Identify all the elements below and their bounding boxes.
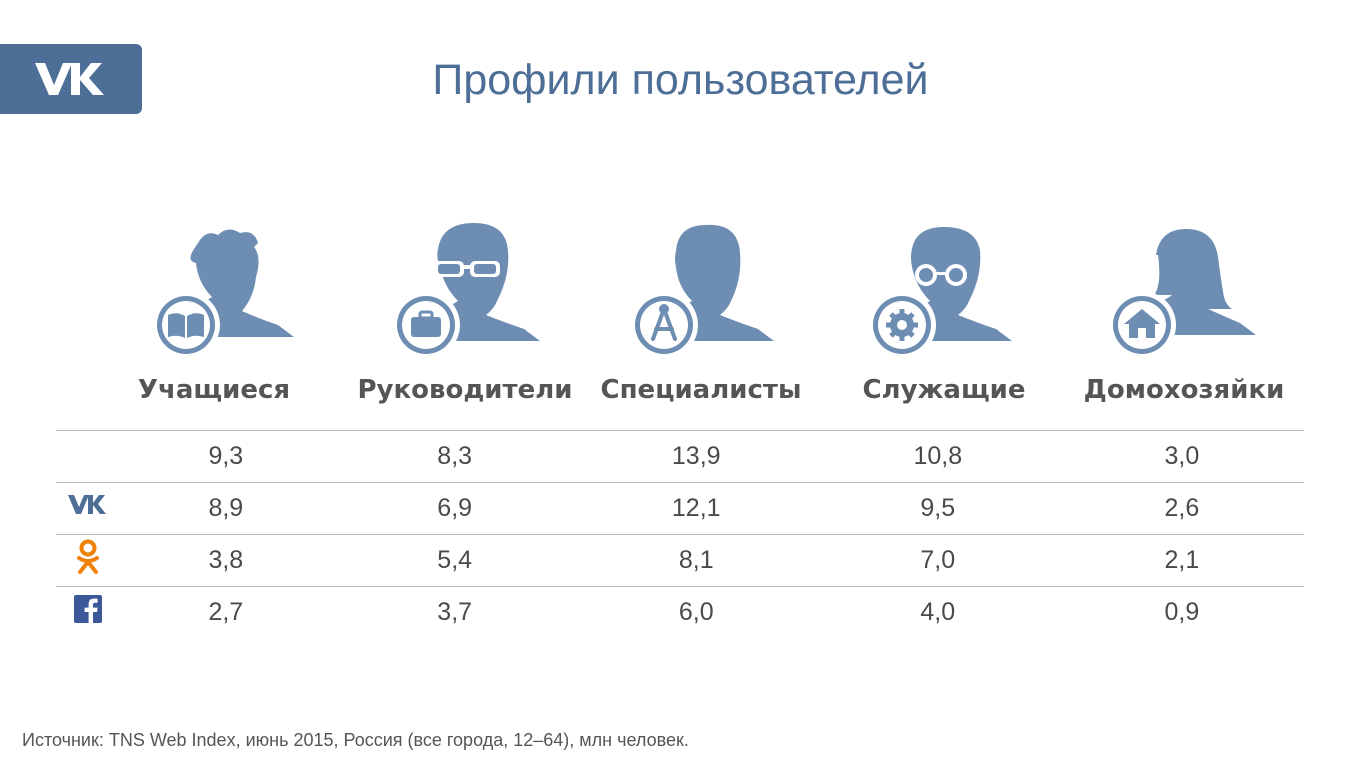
table-row: 2,7 3,7 6,0 4,0 0,9 [56,586,1304,639]
table-cell: 4,0 [920,598,956,627]
table-cell: 9,3 [208,442,244,470]
table-cell: 8,1 [678,546,714,574]
table-cell: 0,9 [1164,598,1200,627]
page-title: Профили пользователей [432,56,929,104]
profile-housewives: Домохозяйки [1070,215,1300,415]
table-cell: 8,9 [208,494,244,522]
table-row: 3,8 5,4 8,1 7,0 2,1 [56,534,1304,587]
profile-label: Домохозяйки [1083,375,1285,405]
source-note: Источник: TNS Web Index, июнь 2015, Росс… [22,730,689,750]
gear-icon [886,309,918,341]
table-cell: 2,7 [208,598,244,627]
briefcase-icon [411,310,441,337]
table-cell: 13,9 [671,442,721,470]
table-cell: 2,1 [1164,546,1200,574]
profile-employees: Служащие [830,215,1060,415]
table-cell: 7,0 [920,546,956,574]
network-icon-cell [56,535,119,587]
book-icon [168,313,204,338]
table-cell: 3,0 [1164,442,1200,470]
table-cell: 2,6 [1164,494,1200,522]
profile-label: Учащиеся [137,375,291,405]
house-icon [1124,309,1160,338]
table-cell: 9,5 [920,494,956,522]
profile-label: Руководители [357,375,573,405]
table-row: 9,3 8,3 13,9 10,8 3,0 [56,430,1304,483]
table-cell: 5,4 [437,546,473,574]
table-cell: 3,7 [437,598,473,627]
profile-managers: Руководители [350,215,580,415]
network-icon-cell [56,431,119,483]
table-row: 8,9 6,9 12,1 9,5 2,6 [56,482,1304,535]
odnoklassniki-icon [76,539,99,574]
audience-table: 9,3 8,3 13,9 10,8 3,0 8,9 6,9 12,1 9,5 2… [56,430,1304,639]
specialist-avatar-icon [630,224,774,359]
facebook-icon [73,595,102,624]
vk-icon [67,495,106,514]
table-cell: 8,3 [437,442,473,470]
housewife-avatar-icon [1108,229,1256,359]
employee-avatar-icon [868,227,1012,359]
table-cell: 6,0 [678,598,714,627]
student-avatar-icon [152,229,294,359]
table-cell: 10,8 [913,442,963,470]
profile-specialists: Специалисты [590,215,820,415]
vk-logo-icon [35,63,104,95]
profiles-row: Учащиеся Руководители [0,215,1361,415]
vk-logo-badge [0,44,142,114]
compass-icon [651,304,677,341]
table-cell: 12,1 [671,494,721,522]
profile-label: Служащие [862,375,1026,405]
table-cell: 3,8 [208,546,244,574]
network-icon-cell [56,483,119,535]
manager-avatar-icon [392,223,540,359]
profile-label: Специалисты [600,375,802,405]
profile-students: Учащиеся [106,215,336,415]
network-icon-cell [56,587,119,639]
table-cell: 6,9 [437,494,473,522]
